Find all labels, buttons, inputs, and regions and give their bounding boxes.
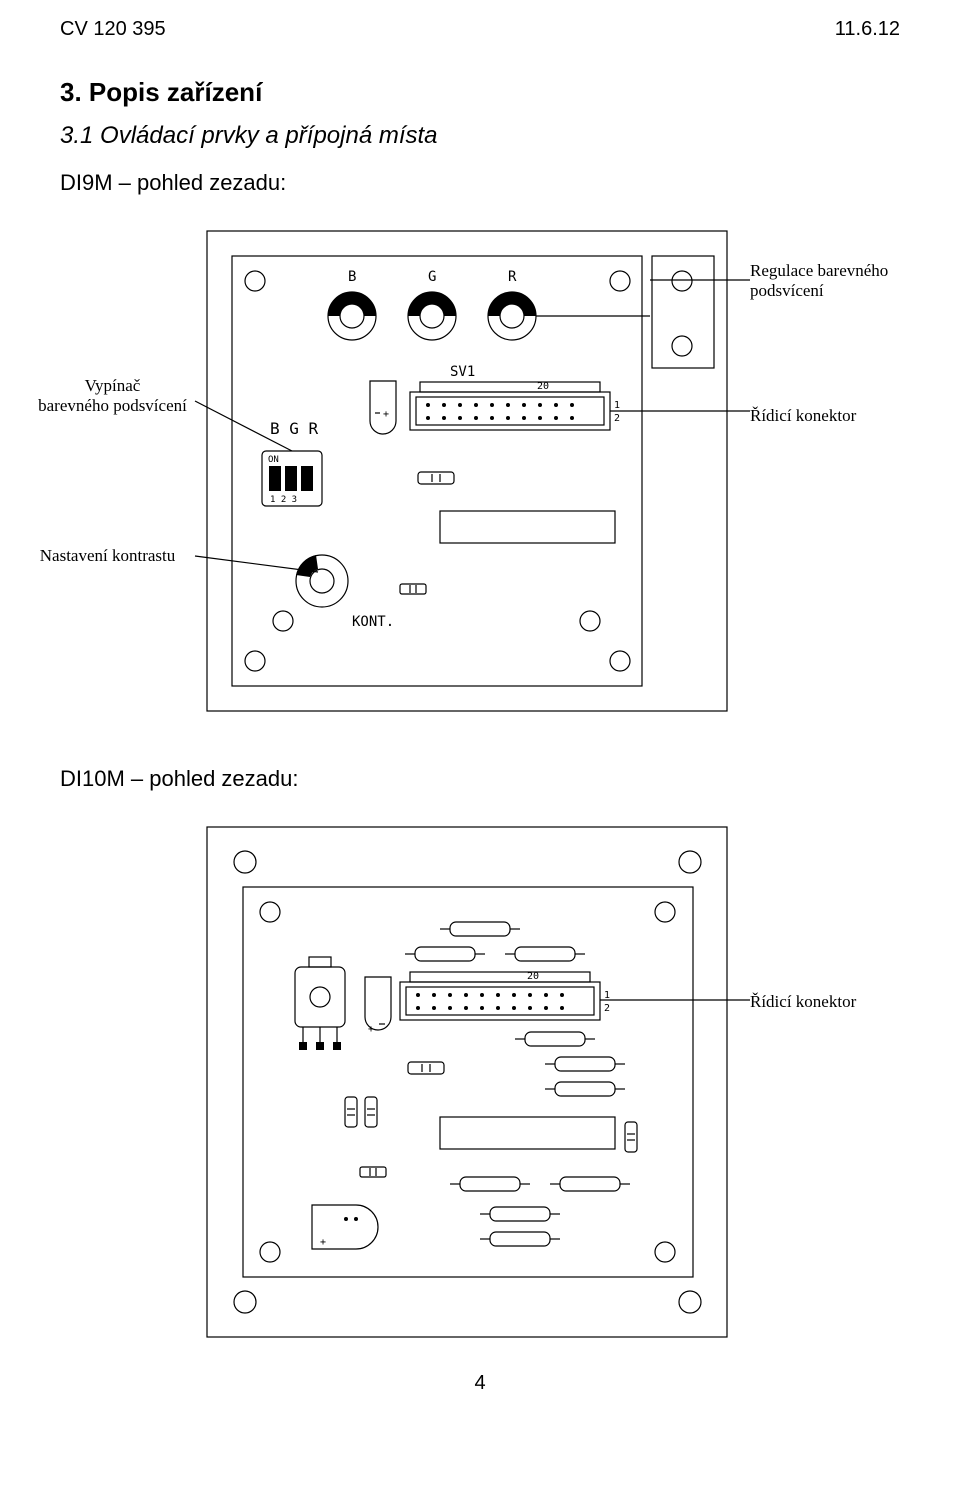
svg-text:SV1: SV1 [450,364,475,380]
callout-backlight-switch: Vypínač barevného podsvícení [30,376,195,417]
view1-title: DI9M – pohled zezadu: [60,170,900,196]
subsection-title: 3.1 Ovládací prvky a přípojná místa [60,122,900,150]
svg-text:B G R: B G R [270,419,319,438]
di10m-diagram-wrap: Řídicí konektor [60,822,900,1342]
svg-text:20: 20 [537,381,549,392]
doc-date: 11.6.12 [835,18,900,41]
svg-text:KONT.: KONT. [352,614,394,630]
callout-backlight-reg: Regulace barevného podsvícení [750,261,905,302]
svg-text:B: B [348,269,356,285]
svg-text:R: R [508,269,517,285]
svg-text:2: 2 [604,1003,610,1014]
svg-text:1 2 3: 1 2 3 [270,495,297,505]
svg-text:+: + [383,409,389,420]
doc-id: CV 120 395 [60,18,166,41]
di10m-board-svg: + 20 1 2 [60,822,900,1342]
page-number: 4 [60,1372,900,1395]
di9m-diagram-wrap: Vypínač barevného podsvícení Nastavení k… [60,226,900,716]
svg-text:1: 1 [614,400,620,411]
callout-ctrl-connector-1: Řídicí konektor [750,406,890,426]
callout-ctrl-connector-2: Řídicí konektor [750,992,890,1012]
svg-text:G: G [428,269,436,285]
view2-title: DI10M – pohled zezadu: [60,766,900,792]
callout-contrast: Nastavení kontrastu [30,546,185,566]
svg-text:+: + [320,1237,326,1248]
svg-text:ON: ON [268,455,279,465]
svg-text:+: + [368,1024,374,1035]
svg-text:1: 1 [604,990,610,1001]
section-title: 3. Popis zařízení [60,77,900,108]
svg-text:20: 20 [527,971,539,982]
svg-text:2: 2 [614,413,620,424]
